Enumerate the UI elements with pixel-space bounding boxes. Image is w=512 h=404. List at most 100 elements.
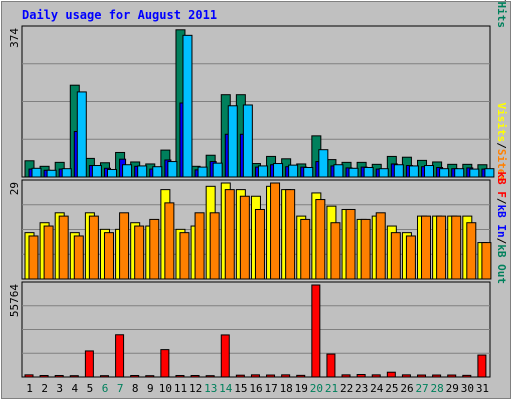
- bar-pages-day-18: [288, 164, 299, 178]
- y-max-tick-label: 374: [8, 28, 21, 48]
- x-tick-label-day-16: 16: [249, 382, 262, 395]
- axis-label-part: /: [495, 198, 508, 205]
- bar-pages-day-4: [76, 91, 87, 178]
- bar-kb-f-day-18: [281, 374, 291, 378]
- x-tick-label-day-29: 29: [446, 382, 459, 395]
- x-tick-label-day-28: 28: [431, 382, 444, 395]
- x-tick-label-day-23: 23: [355, 382, 368, 395]
- x-tick-label-day-19: 19: [295, 382, 308, 395]
- bar-sites-day-19: [300, 218, 311, 280]
- x-tick-label-day-27: 27: [415, 382, 428, 395]
- bar-sites-day-16: [254, 208, 265, 280]
- right-axis-label: Pages/Files/Hits: [495, 0, 508, 28]
- series-pages: [31, 34, 495, 178]
- panel-2: 29 Visits/Sites: [8, 103, 508, 280]
- bar-kb-f-day-3: [54, 375, 64, 378]
- bar-pages-day-10: [167, 161, 178, 178]
- bar-sites-day-31: [481, 242, 492, 280]
- bar-kb-f-day-29: [447, 374, 457, 378]
- bar-pages-day-24: [378, 168, 389, 178]
- x-tick-label-day-3: 3: [56, 382, 63, 395]
- x-tick-label-day-17: 17: [264, 382, 277, 395]
- right-axis-label: Visits/Sites: [495, 103, 508, 183]
- bar-kb-f-day-17: [266, 374, 276, 378]
- x-tick-label-day-30: 30: [461, 382, 474, 395]
- bar-sites-day-7: [119, 212, 130, 280]
- bar-pages-day-21: [333, 164, 344, 178]
- bar-sites-day-13: [209, 212, 220, 280]
- bar-pages-day-27: [424, 165, 435, 178]
- bar-kb-f-day-28: [432, 374, 442, 378]
- axis-label-part: kB Out: [495, 244, 508, 284]
- chart-panels: 374 Pages/Files/Hits 29 Visits/Sites 55764 kB…: [8, 0, 508, 378]
- x-tick-label-day-8: 8: [132, 382, 139, 395]
- x-tick-label-day-20: 20: [310, 382, 323, 395]
- bar-sites-day-27: [421, 215, 432, 280]
- x-tick-label-day-11: 11: [174, 382, 187, 395]
- x-tick-label-day-4: 4: [72, 382, 79, 395]
- bar-pages-day-23: [363, 167, 374, 178]
- bar-kb-f-day-15: [235, 374, 245, 378]
- bar-kb-f-day-2: [39, 375, 49, 378]
- bar-kb-f-day-30: [462, 374, 472, 378]
- bar-pages-day-28: [439, 168, 450, 178]
- bar-sites-day-8: [134, 225, 145, 280]
- bar-pages-day-12: [197, 166, 208, 178]
- panel-3: 55764 kB F/kB In/kB Out: [8, 171, 508, 378]
- bar-kb-f-day-12: [190, 375, 200, 378]
- bar-sites-day-28: [436, 215, 447, 280]
- bar-kb-f-day-20: [311, 284, 321, 378]
- y-max-tick-label: 55764: [8, 284, 21, 317]
- x-tick-label-day-10: 10: [159, 382, 172, 395]
- x-tick-label-day-7: 7: [117, 382, 124, 395]
- bar-kb-f-day-23: [356, 374, 366, 378]
- bar-kb-f-day-24: [371, 374, 381, 378]
- bar-kb-f-day-22: [341, 374, 351, 378]
- chart-title: Daily usage for August 2011: [22, 8, 217, 22]
- bar-pages-day-17: [273, 163, 284, 178]
- x-tick-label-day-6: 6: [102, 382, 109, 395]
- bar-kb-f-day-26: [401, 374, 411, 378]
- bar-sites-day-11: [179, 232, 190, 280]
- bar-pages-day-2: [46, 169, 57, 178]
- x-tick-label-day-26: 26: [400, 382, 413, 395]
- right-axis-label: kB F/kB In/kB Out: [495, 171, 508, 284]
- x-tick-label-day-22: 22: [340, 382, 353, 395]
- bar-sites-day-20: [315, 199, 326, 280]
- axis-label-part: /: [495, 238, 508, 245]
- bar-pages-day-6: [106, 168, 117, 178]
- bar-sites-day-6: [103, 232, 114, 280]
- bar-pages-day-16: [257, 165, 268, 178]
- bar-sites-day-24: [375, 212, 386, 280]
- bar-pages-day-7: [122, 164, 133, 178]
- bar-pages-day-8: [137, 165, 148, 178]
- bar-sites-day-1: [28, 235, 39, 280]
- bar-pages-day-11: [182, 34, 193, 178]
- bar-kb-f-day-8: [130, 375, 140, 378]
- bar-sites-day-17: [270, 182, 281, 280]
- x-axis-day-labels: 1 2 3 4 5 6 7 8 9 10 11 12 13 14 15 16 17 18 19 20 21 22 23 24 2…: [26, 382, 489, 395]
- bar-kb-f-day-13: [205, 375, 215, 378]
- bar-sites-day-26: [405, 235, 416, 280]
- bar-pages-day-26: [408, 165, 419, 178]
- x-tick-label-day-25: 25: [385, 382, 398, 395]
- series-sites: [28, 182, 492, 280]
- y-max-tick-label: 29: [8, 182, 21, 195]
- bar-pages-day-9: [152, 166, 163, 178]
- bar-sites-day-10: [164, 202, 175, 280]
- bar-pages-day-25: [393, 164, 404, 178]
- bar-kb-f-day-4: [69, 375, 79, 378]
- bar-sites-day-14: [224, 189, 235, 280]
- bar-sites-day-23: [360, 218, 371, 280]
- axis-label-part: Hits: [495, 2, 508, 29]
- bar-sites-day-21: [330, 222, 341, 280]
- bar-kb-f-day-9: [145, 375, 155, 378]
- bar-kb-f-day-14: [220, 334, 230, 378]
- axis-label-part: kB In: [495, 205, 508, 238]
- x-tick-label-day-15: 15: [234, 382, 247, 395]
- bar-pages-day-3: [61, 168, 72, 178]
- series-kb-f: [24, 284, 487, 378]
- panel-1: 374 Pages/Files/Hits: [8, 0, 508, 178]
